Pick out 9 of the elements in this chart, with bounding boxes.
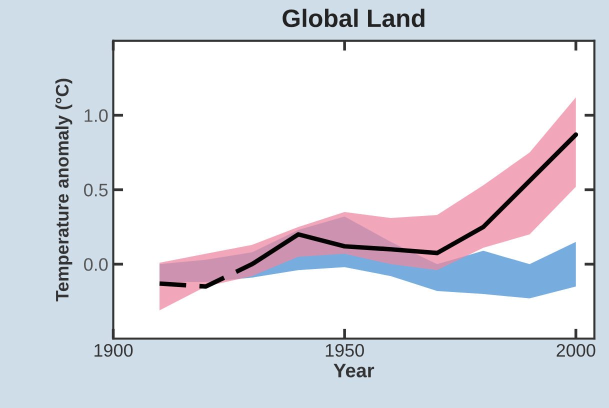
y-axis-title: Temperature anomaly (°C)	[55, 78, 72, 302]
y-tick-label: 1.0	[84, 109, 108, 122]
chart-title: Global Land	[282, 8, 424, 28]
y-tick-label: 0.0	[84, 258, 108, 271]
x-tick-label: 1950	[326, 344, 364, 357]
y-tick-label: 0.5	[84, 184, 108, 196]
x-tick-label: 1900	[94, 344, 133, 357]
x-tick-label: 2000	[556, 344, 596, 357]
x-axis-title: Year	[334, 364, 374, 378]
